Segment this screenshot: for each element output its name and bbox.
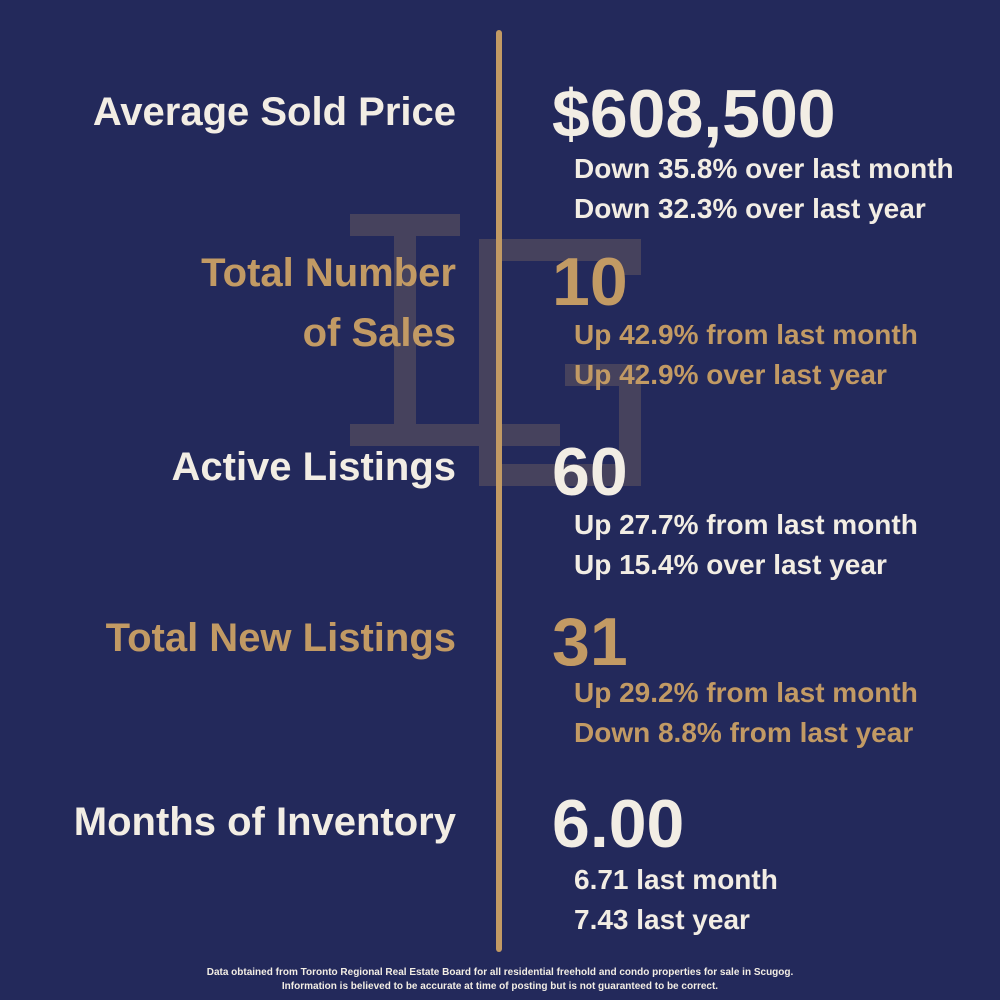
detail-months-of-inventory-month: 6.71 last month [574, 864, 778, 895]
logo-watermark-icon [350, 214, 641, 486]
value-total-new-listings: 31 [552, 604, 628, 680]
label-total-number-of-sales: Total Number of Sales [201, 243, 456, 363]
vertical-divider [496, 30, 502, 952]
detail-total-new-listings-year: Down 8.8% from last year [574, 717, 914, 748]
label-line: Average Sold Price [92, 90, 456, 134]
detail-average-sold-price-year: Down 32.3% over last year [574, 193, 926, 224]
label-average-sold-price: Average Sold Price [93, 82, 456, 142]
label-line: Total New Listings [105, 616, 456, 660]
detail-total-number-of-sales-year: Up 42.9% over last year [574, 359, 887, 390]
detail-active-listings-year: Up 15.4% over last year [574, 549, 887, 580]
value-average-sold-price: $608,500 [552, 76, 836, 152]
detail-active-listings-month: Up 27.7% from last month [574, 509, 918, 540]
label-line: Active Listings [171, 445, 456, 489]
value-total-number-of-sales: 10 [552, 244, 628, 320]
label-line: of Sales [302, 311, 456, 355]
value-active-listings: 60 [552, 434, 628, 510]
value-months-of-inventory: 6.00 [552, 786, 685, 862]
detail-total-new-listings-month: Up 29.2% from last month [574, 677, 918, 708]
detail-total-number-of-sales-month: Up 42.9% from last month [574, 319, 918, 350]
footer-source-note: Data obtained from Toronto Regional Real… [206, 967, 794, 978]
label-line: Total Number [201, 251, 456, 295]
detail-average-sold-price-month: Down 35.8% over last month [574, 153, 954, 184]
label-total-new-listings: Total New Listings [106, 608, 456, 668]
footer-disclaimer: Information is believed to be accurate a… [281, 981, 719, 992]
label-months-of-inventory: Months of Inventory [74, 792, 456, 852]
label-line: Months of Inventory [73, 800, 456, 844]
detail-months-of-inventory-year: 7.43 last year [574, 904, 750, 935]
label-active-listings: Active Listings [171, 437, 456, 497]
